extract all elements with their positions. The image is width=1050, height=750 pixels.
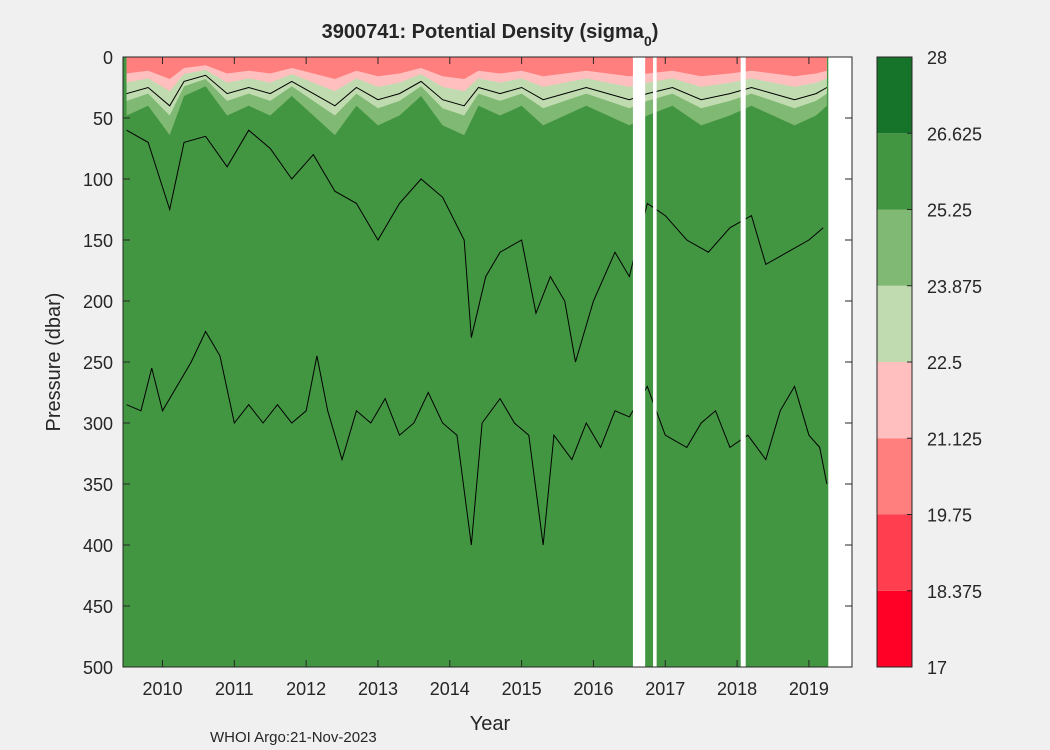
y-tick-label: 50 — [93, 109, 113, 129]
colorbar-segment — [877, 590, 912, 667]
y-tick-label: 200 — [83, 292, 113, 312]
colorbar-label: 17 — [927, 658, 947, 678]
x-axis-label: Year — [470, 713, 511, 735]
data-gap-1 — [653, 57, 657, 667]
y-tick-label: 100 — [83, 170, 113, 190]
plot-area — [122, 56, 853, 668]
y-tick-label: 350 — [83, 475, 113, 495]
y-tick-label: 450 — [83, 597, 113, 617]
colorbar-label: 28 — [927, 48, 947, 68]
colorbar-segment — [877, 438, 912, 515]
y-tick-label: 400 — [83, 536, 113, 556]
colorbar-label: 23.875 — [927, 277, 982, 297]
x-tick-label: 2018 — [717, 679, 757, 699]
x-tick-label: 2017 — [645, 679, 685, 699]
contour-mixed-layer-upper — [126, 74, 828, 107]
colorbar-segment — [877, 133, 912, 210]
data-gap-2 — [740, 57, 746, 667]
data-gap-0 — [632, 57, 646, 667]
colorbar: 17 18.375 19.75 21.125 22.5 23.875 25.25 26.625… — [876, 48, 982, 678]
y-tick-label: 500 — [83, 658, 113, 678]
colorbar-label: 25.25 — [927, 201, 972, 221]
x-tick-label: 2010 — [142, 679, 182, 699]
y-tick-label: 0 — [103, 48, 113, 68]
x-tick-label: 2011 — [215, 679, 254, 699]
colorbar-segment — [877, 57, 912, 134]
colorbar-label: 18.375 — [927, 582, 982, 602]
colorbar-label: 22.5 — [927, 353, 962, 373]
contour-thermocline-line — [126, 129, 824, 363]
x-tick-label: 2019 — [789, 679, 829, 699]
x-tick-label: 2014 — [430, 679, 470, 699]
colorbar-label: 19.75 — [927, 506, 972, 526]
colorbar-label: 26.625 — [927, 124, 982, 144]
y-axis: 0 50 100 150 200 250 300 350 400 450 500 — [83, 48, 852, 678]
x-tick-label: 2013 — [358, 679, 398, 699]
y-tick-label: 250 — [83, 353, 113, 373]
data-gap-3 — [828, 57, 852, 667]
colorbar-segment — [877, 285, 912, 362]
chart-title: 3900741: Potential Density (sigma0) — [322, 21, 659, 49]
y-tick-label: 300 — [83, 414, 113, 434]
x-tick-label: 2016 — [573, 679, 613, 699]
x-tick-label: 2012 — [286, 679, 326, 699]
x-tick-label: 2015 — [502, 679, 542, 699]
colorbar-segment — [877, 362, 912, 439]
colorbar-segment — [877, 209, 912, 286]
density-band-21 — [126, 57, 827, 79]
colorbar-segment — [877, 514, 912, 591]
density-field-26 — [123, 57, 852, 667]
footer-credit: WHOI Argo:21-Nov-2023 — [210, 729, 377, 746]
x-axis: 2010 2011 2012 2013 2014 2015 2016 2017 2018 2019 — [142, 57, 829, 699]
colorbar-label: 21.125 — [927, 429, 982, 449]
y-axis-label: Pressure (dbar) — [43, 293, 65, 432]
y-tick-label: 150 — [83, 231, 113, 251]
contour-deep-isopycnal — [126, 330, 828, 546]
